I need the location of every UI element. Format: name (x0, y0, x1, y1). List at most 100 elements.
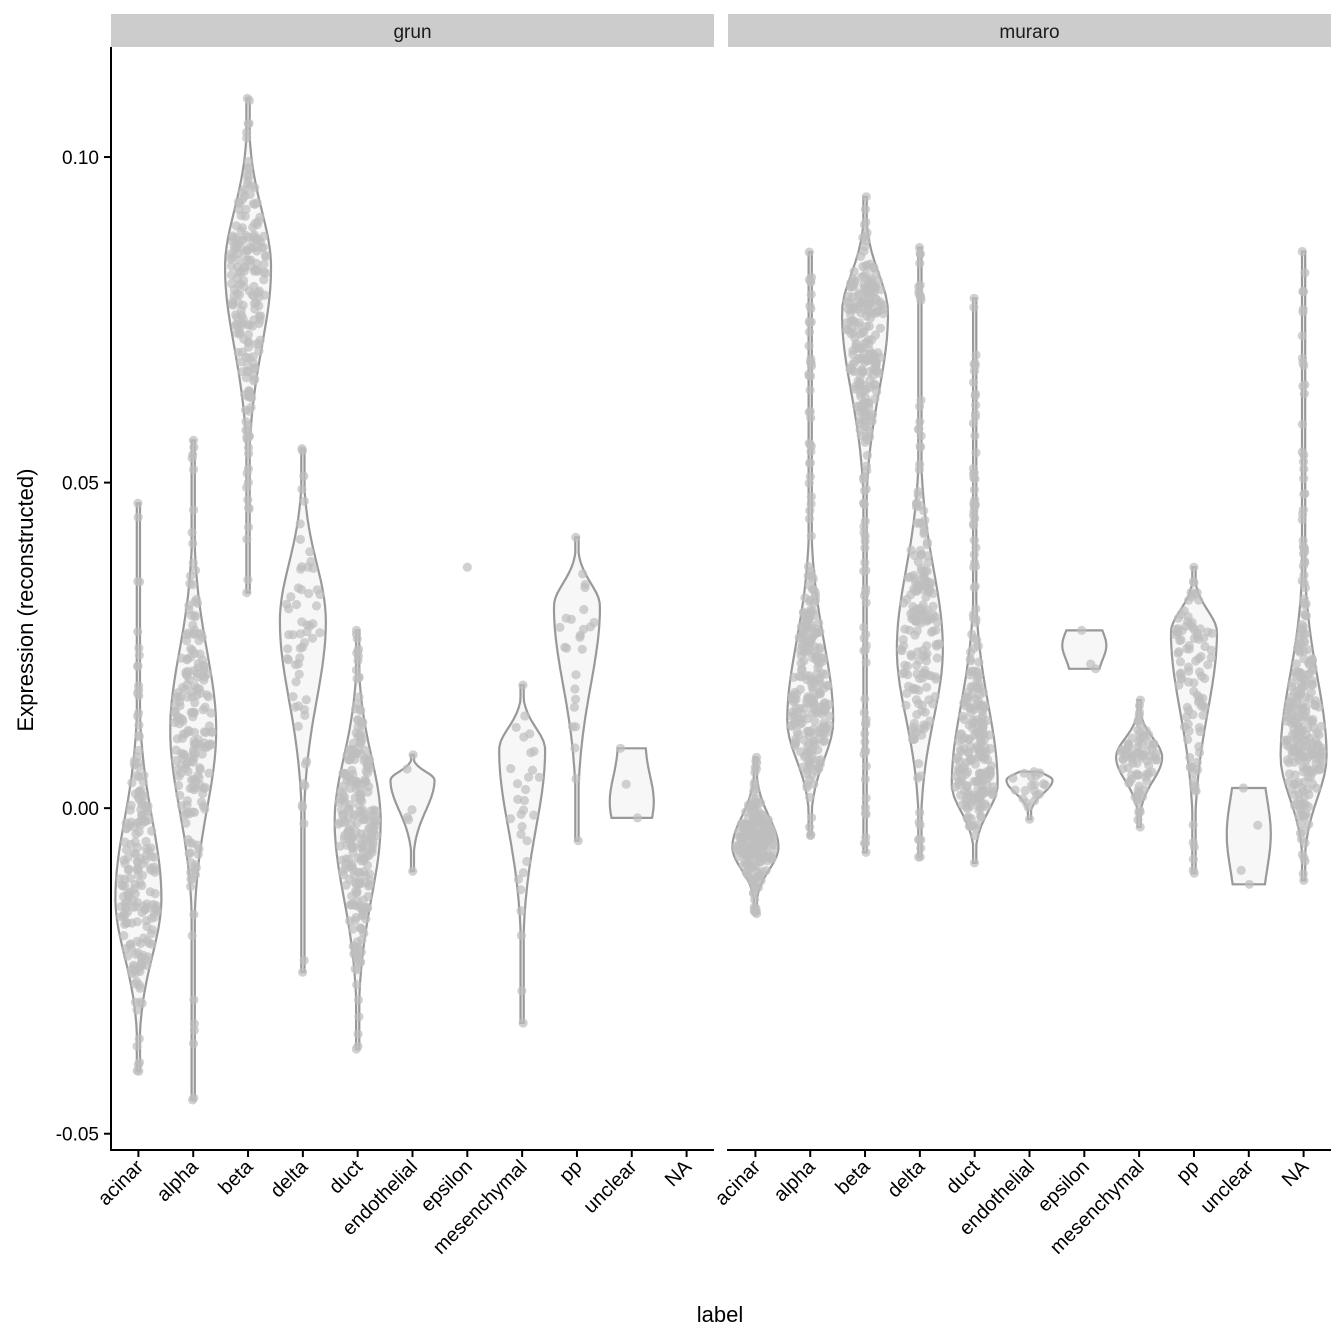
data-point (1306, 687, 1316, 697)
x-tick-label: delta (883, 1155, 930, 1202)
data-point (1192, 588, 1202, 598)
data-point (969, 485, 980, 495)
data-point (133, 863, 143, 873)
data-point (358, 779, 368, 789)
data-point (302, 627, 312, 637)
data-point (805, 506, 815, 516)
data-point (352, 955, 363, 965)
data-point (234, 280, 244, 290)
data-point (244, 503, 254, 513)
data-point (402, 764, 412, 774)
data-point (175, 790, 185, 801)
data-point (853, 353, 864, 364)
data-point (1136, 739, 1147, 750)
data-point (236, 210, 246, 221)
data-point (134, 827, 144, 837)
data-point (247, 393, 257, 403)
data-point (521, 784, 531, 795)
facet-strip-label: grun (393, 22, 431, 43)
data-point (291, 599, 302, 610)
data-point (914, 580, 924, 591)
data-point (903, 670, 913, 680)
data-point (1298, 536, 1308, 546)
data-point (570, 743, 580, 753)
data-point (914, 759, 924, 769)
data-point (189, 910, 199, 920)
data-point (134, 730, 144, 740)
data-point (147, 826, 157, 836)
data-point (975, 802, 985, 812)
data-point (1030, 779, 1040, 790)
data-point (408, 750, 418, 760)
data-point (1300, 268, 1310, 278)
data-point (914, 424, 924, 434)
data-point (181, 630, 192, 640)
data-point (974, 657, 984, 667)
data-point (796, 651, 806, 661)
data-point (855, 378, 865, 388)
data-point (284, 604, 294, 614)
data-point (121, 902, 131, 912)
data-point (516, 885, 526, 895)
data-point (522, 836, 532, 846)
data-point (1284, 777, 1294, 787)
data-point (973, 641, 984, 651)
data-point (407, 805, 417, 815)
x-axis-title: label (697, 1302, 743, 1327)
data-point (243, 330, 254, 340)
data-point (362, 860, 373, 870)
data-point (186, 644, 196, 654)
data-point (859, 566, 869, 576)
x-tick-label: unclear (579, 1156, 641, 1218)
data-point (173, 764, 183, 774)
data-point (189, 625, 200, 635)
data-point (920, 651, 931, 661)
data-point (985, 771, 995, 781)
violin-shape (608, 747, 655, 820)
data-point (982, 801, 992, 812)
data-point (846, 278, 856, 288)
data-point (859, 646, 869, 656)
data-point (968, 418, 979, 428)
data-point (363, 762, 373, 773)
data-point (1296, 834, 1306, 844)
data-point (134, 1057, 145, 1067)
data-point (1020, 786, 1030, 796)
data-point (805, 762, 816, 772)
data-point (282, 654, 292, 664)
data-point (194, 773, 204, 783)
data-point (804, 514, 815, 524)
data-point (133, 498, 143, 508)
data-point (1282, 711, 1292, 722)
data-point (132, 770, 142, 781)
data-point (922, 641, 932, 651)
data-point (300, 781, 310, 791)
data-point (571, 774, 581, 784)
data-point (932, 653, 942, 663)
data-point (971, 448, 981, 458)
data-point (125, 887, 135, 897)
data-point (914, 817, 924, 828)
data-point (355, 728, 366, 738)
data-point (339, 817, 349, 828)
data-point (806, 491, 816, 502)
data-point (915, 280, 925, 290)
data-point (969, 293, 979, 303)
data-point (1185, 752, 1195, 763)
data-point (575, 632, 585, 643)
data-point (965, 703, 975, 713)
data-point (1077, 625, 1087, 636)
data-point (250, 199, 260, 209)
data-point (517, 986, 527, 996)
data-point (1173, 648, 1183, 658)
data-point (1019, 768, 1029, 778)
data-point (257, 243, 267, 253)
data-point (573, 836, 583, 846)
x-tick-label: NA (661, 1156, 697, 1192)
data-point (969, 794, 979, 804)
data-point (238, 314, 248, 324)
data-point (189, 708, 199, 718)
data-point (806, 272, 817, 282)
data-point (1184, 644, 1194, 654)
